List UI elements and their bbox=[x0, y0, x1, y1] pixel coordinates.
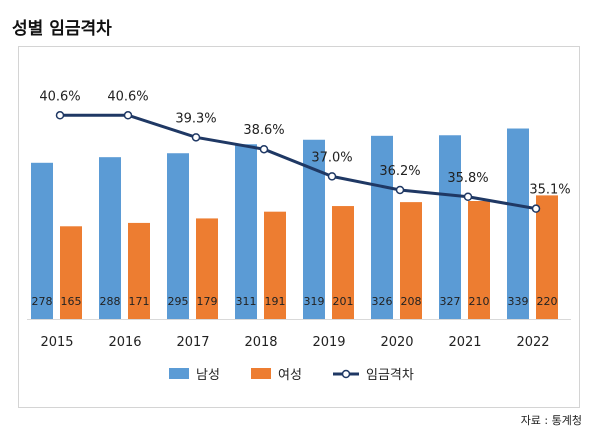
gap-marker bbox=[123, 111, 133, 120]
gap-marker bbox=[531, 204, 541, 213]
x-tick-label: 2015 bbox=[40, 335, 73, 350]
bar-female bbox=[60, 226, 82, 319]
x-tick-label: 2017 bbox=[176, 335, 209, 350]
x-tick-label: 2019 bbox=[312, 335, 345, 350]
gap-value-label: 38.6% bbox=[243, 123, 284, 138]
legend-swatch bbox=[169, 368, 189, 379]
bar-male bbox=[167, 153, 189, 319]
bar-value-label: 220 bbox=[537, 295, 558, 308]
legend-swatch bbox=[251, 368, 271, 379]
bar-value-label: 201 bbox=[333, 295, 354, 308]
gap-marker bbox=[327, 172, 337, 181]
gap-marker bbox=[463, 192, 473, 202]
gap-marker bbox=[191, 133, 201, 142]
legend-label: 여성 bbox=[278, 368, 302, 383]
page-title: 성별 임금격차 bbox=[12, 19, 112, 39]
bar-value-label: 295 bbox=[168, 295, 189, 308]
wage-gap-chart: 278 165 2015 288 171 2016 295 179 2017 311 191 2018… bbox=[27, 89, 571, 383]
bar-male bbox=[371, 135, 393, 319]
gap-marker bbox=[259, 144, 269, 154]
bar-female bbox=[536, 195, 558, 319]
bar-male bbox=[235, 144, 257, 319]
bar-value-label: 326 bbox=[372, 295, 393, 308]
gap-value-label: 36.2% bbox=[379, 164, 420, 179]
x-tick-label: 2021 bbox=[448, 335, 481, 350]
bar-value-label: 278 bbox=[32, 295, 53, 308]
x-tick-label: 2018 bbox=[244, 335, 277, 350]
legend-label: 임금격차 bbox=[366, 368, 414, 383]
gap-value-label: 35.8% bbox=[447, 171, 488, 186]
bar-male bbox=[31, 162, 53, 319]
bar-female bbox=[332, 206, 354, 319]
gap-value-label: 37.0% bbox=[311, 150, 352, 165]
bar-value-label: 339 bbox=[508, 295, 529, 308]
bar-value-label: 210 bbox=[469, 295, 490, 308]
source-note: 자료 : 통계청 bbox=[520, 414, 582, 427]
gap-line bbox=[60, 113, 537, 211]
bar-value-label: 208 bbox=[401, 295, 422, 308]
bar-value-label: 171 bbox=[129, 295, 150, 308]
gap-marker bbox=[395, 185, 405, 195]
bar-female bbox=[196, 218, 218, 319]
gap-marker bbox=[55, 111, 65, 120]
bar-value-label: 179 bbox=[197, 295, 218, 308]
bar-female bbox=[128, 222, 150, 319]
chart-container: 278 165 2015 288 171 2016 295 179 2017 311 191 2018… bbox=[18, 46, 580, 408]
bar-female bbox=[264, 211, 286, 319]
bar-female bbox=[400, 202, 422, 319]
gap-value-label: 40.6% bbox=[39, 89, 80, 104]
bar-female bbox=[468, 201, 490, 319]
bar-male bbox=[303, 139, 325, 319]
gap-value-label: 35.1% bbox=[529, 183, 570, 198]
bar-male bbox=[439, 135, 461, 319]
bar-male bbox=[99, 157, 121, 319]
x-tick-label: 2020 bbox=[380, 335, 413, 350]
gap-value-label: 40.6% bbox=[107, 89, 148, 104]
legend-marker bbox=[341, 369, 351, 379]
x-tick-label: 2016 bbox=[108, 335, 141, 350]
bar-value-label: 319 bbox=[304, 295, 325, 308]
bar-value-label: 288 bbox=[100, 295, 121, 308]
bar-male bbox=[507, 128, 529, 319]
legend-label: 남성 bbox=[196, 368, 220, 383]
bar-value-label: 327 bbox=[440, 295, 461, 308]
gap-value-label: 39.3% bbox=[175, 111, 216, 126]
bar-value-label: 165 bbox=[61, 295, 82, 308]
bar-value-label: 311 bbox=[236, 295, 257, 308]
bar-value-label: 191 bbox=[265, 295, 286, 308]
x-tick-label: 2022 bbox=[516, 335, 549, 350]
